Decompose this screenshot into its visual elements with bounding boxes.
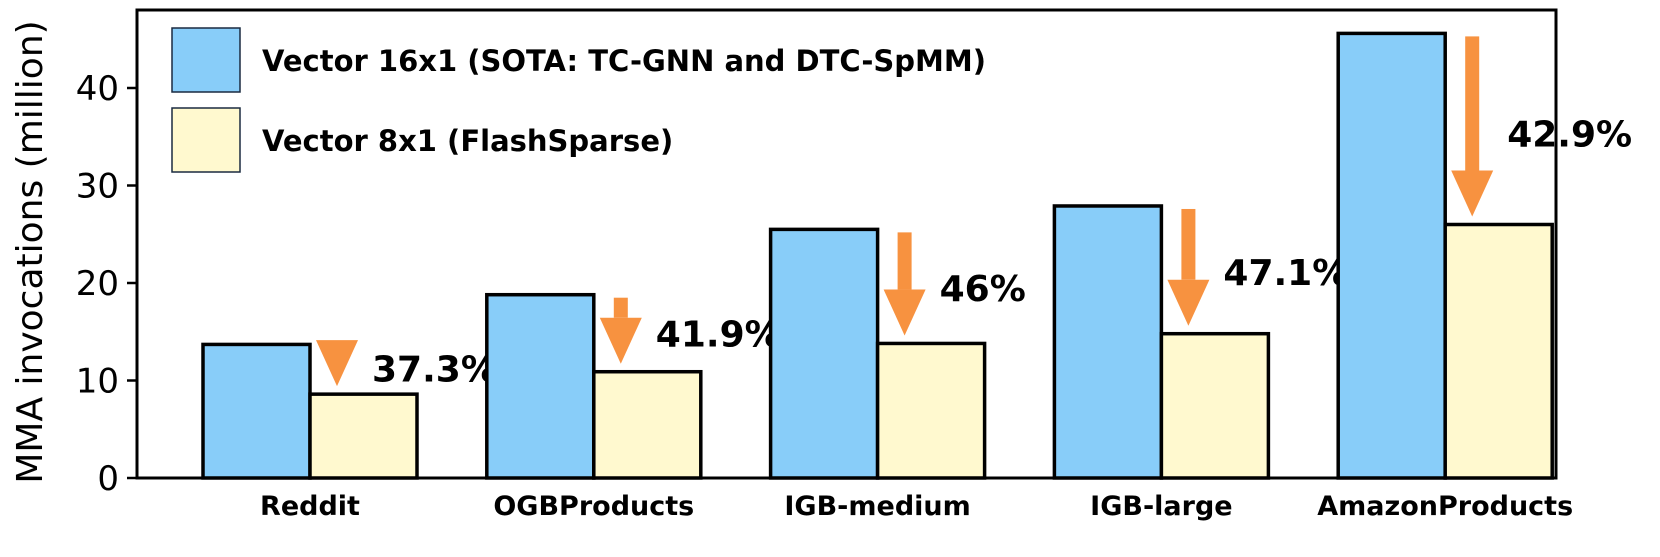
arrow-head-Reddit	[316, 340, 358, 387]
bar-OGBProducts-series1	[485, 292, 596, 480]
y-tick-label-10: 10	[76, 362, 119, 402]
bar-IGB-medium-series1	[768, 227, 880, 480]
arrow-shaft-AmazonProducts	[1465, 36, 1480, 171]
bar-OGBProducts-series2	[592, 369, 703, 480]
bar-Reddit-series2	[308, 392, 419, 480]
arrow-shaft-OGBProducts	[613, 297, 628, 318]
y-tick-label-30: 30	[76, 167, 119, 207]
x-tick-label-IGB-medium: IGB-medium	[784, 491, 970, 522]
x-tick-label-AmazonProducts: AmazonProducts	[1317, 491, 1573, 522]
arrow-head-AmazonProducts	[1451, 170, 1494, 217]
bar-AmazonProducts-series1	[1336, 31, 1447, 480]
arrow-head-IGB-large	[1167, 279, 1210, 326]
bar-IGB-large-series1	[1052, 204, 1164, 480]
plot-area: 0 10 20 30 40 Reddit 37.3% OGBProducts 41.9% IGB-…	[76, 8, 1632, 522]
y-tick-label-20: 20	[76, 264, 119, 304]
x-tick-label-Reddit: Reddit	[260, 491, 360, 522]
x-tick-label-IGB-large: IGB-large	[1090, 491, 1232, 522]
arrow-head-OGBProducts	[599, 317, 642, 364]
bar-IGB-medium-series2	[875, 341, 987, 480]
bar-Reddit-series1	[201, 342, 312, 480]
x-tick-label-OGBProducts: OGBProducts	[493, 491, 694, 522]
y-tick-label-0: 0	[97, 459, 119, 499]
bar-AmazonProducts-series2	[1443, 222, 1554, 480]
legend-label-1: Vector 16x1 (SOTA: TC-GNN and DTC-SpMM)	[262, 44, 986, 78]
legend-swatch-2	[171, 107, 241, 173]
reduction-label-IGB-large: 47.1%	[1223, 253, 1348, 294]
reduction-label-AmazonProducts: 42.9%	[1507, 115, 1632, 156]
arrow-shaft-IGB-large	[1181, 208, 1196, 280]
y-tick-label-40: 40	[76, 69, 119, 109]
reduction-label-OGBProducts: 41.9%	[656, 314, 781, 355]
reduction-label-Reddit: 37.3%	[372, 349, 497, 390]
arrow-shaft-IGB-medium	[897, 232, 912, 290]
bar-IGB-large-series2	[1159, 331, 1271, 480]
legend-label-2: Vector 8x1 (FlashSparse)	[262, 124, 673, 158]
arrow-head-IGB-medium	[883, 289, 926, 336]
y-axis-label: MMA invocations (million)	[10, 20, 51, 483]
reduction-label-IGB-medium: 46%	[940, 269, 1026, 310]
legend-swatch-1	[171, 27, 241, 93]
